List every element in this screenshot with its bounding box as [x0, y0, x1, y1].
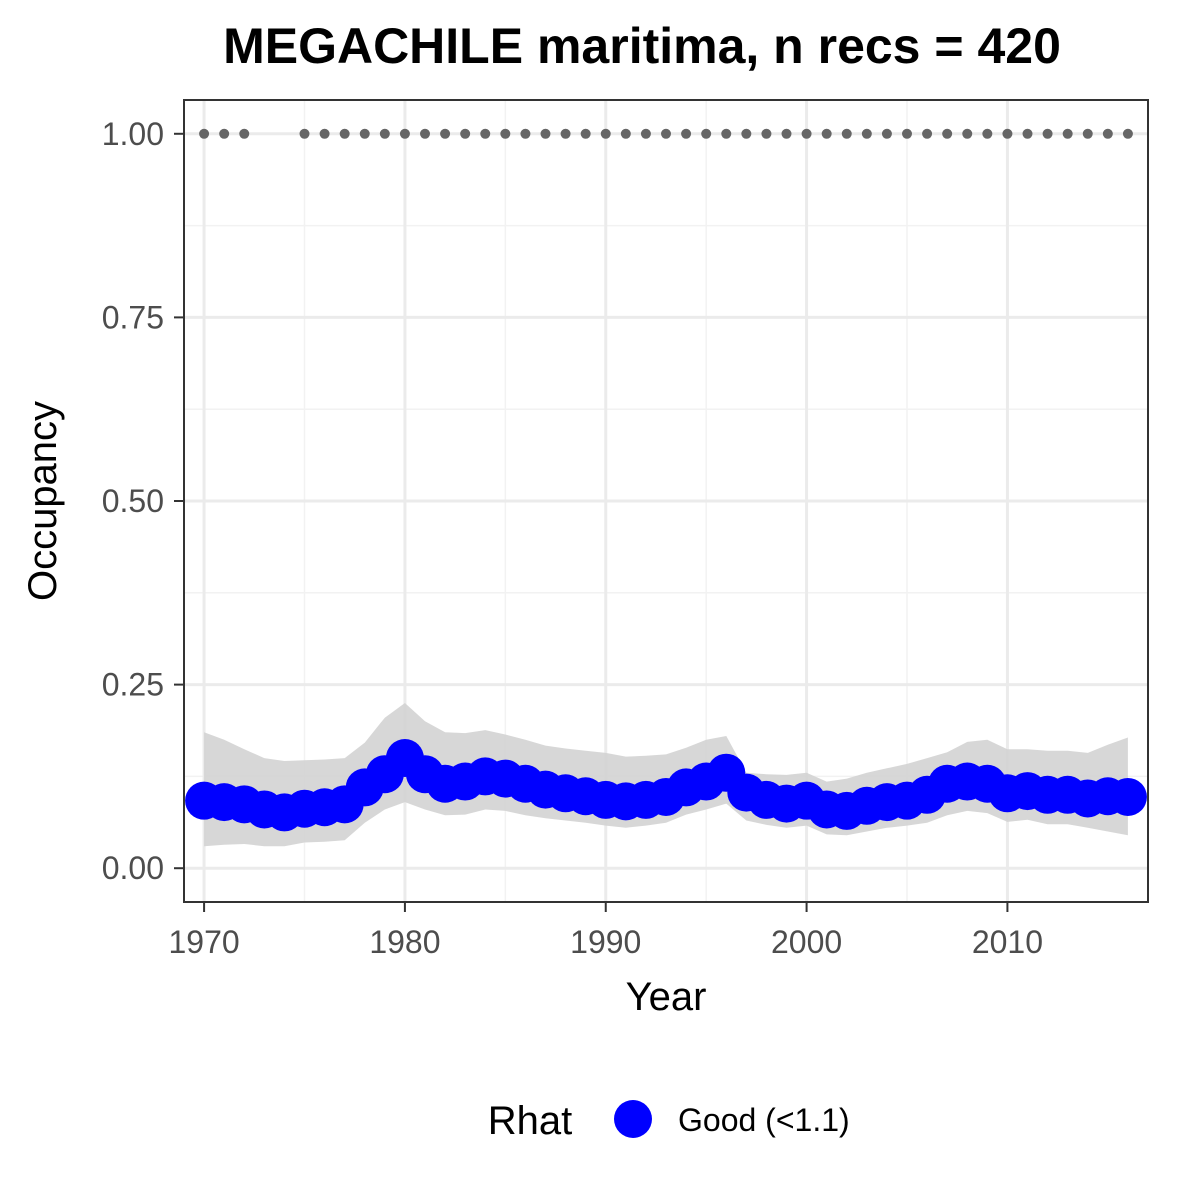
record-dot: [1042, 128, 1053, 139]
record-dot: [399, 128, 410, 139]
record-year-dots: [199, 128, 1133, 139]
legend-title: Rhat: [488, 1099, 573, 1143]
record-dot: [440, 128, 451, 139]
record-dot: [761, 128, 772, 139]
record-dot: [379, 128, 390, 139]
record-dot: [420, 128, 430, 139]
record-dot: [801, 128, 812, 139]
record-dot: [902, 128, 912, 139]
record-dot: [239, 128, 250, 139]
record-dot: [982, 128, 993, 139]
record-dot: [922, 128, 933, 139]
record-dot: [219, 128, 230, 139]
record-dot: [1062, 128, 1073, 139]
record-dot: [821, 128, 832, 139]
x-axis-ticks: 1970 1980 1990 2000 2010: [168, 902, 1043, 960]
data-point: [1108, 777, 1147, 816]
occupancy-points: [185, 739, 1147, 832]
x-tick-label: 1970: [168, 924, 239, 960]
record-dot: [721, 128, 732, 139]
record-dot: [199, 128, 210, 139]
legend: Rhat Good (<1.1): [488, 1099, 850, 1143]
record-dot: [781, 128, 792, 139]
record-dot: [359, 128, 370, 139]
record-dot: [480, 128, 491, 139]
record-dot: [841, 128, 852, 139]
record-dot: [540, 128, 551, 139]
legend-label-good: Good (<1.1): [678, 1102, 850, 1138]
record-dot: [962, 128, 973, 139]
legend-swatch-good: [614, 1100, 652, 1138]
record-dot: [640, 128, 651, 139]
x-tick-label: 2000: [771, 924, 842, 960]
record-dot: [701, 128, 712, 139]
record-dot: [1102, 128, 1113, 139]
chart-title: MEGACHILE maritima, n recs = 420: [223, 18, 1061, 74]
record-dot: [580, 128, 591, 139]
record-dot: [620, 128, 631, 139]
record-dot: [942, 128, 953, 139]
record-dot: [1122, 128, 1133, 139]
record-dot: [319, 128, 330, 139]
y-tick-label: 1.00: [102, 116, 164, 152]
x-tick-label: 2010: [972, 924, 1043, 960]
record-dot: [681, 128, 692, 139]
record-dot: [339, 128, 350, 139]
y-axis-title: Occupancy: [21, 401, 65, 601]
record-dot: [600, 128, 611, 139]
record-dot: [1082, 128, 1093, 139]
record-dot: [1002, 128, 1013, 139]
y-tick-label: 0.25: [102, 667, 164, 703]
x-axis-title: Year: [626, 975, 707, 1019]
y-tick-label: 0.75: [102, 299, 164, 335]
y-tick-label: 0.00: [102, 850, 164, 886]
record-dot: [661, 128, 671, 139]
y-axis-ticks: 0.00 0.25 0.50 0.75 1.00: [102, 116, 184, 886]
x-tick-label: 1990: [570, 924, 641, 960]
record-dot: [560, 128, 571, 139]
record-dot: [460, 128, 471, 139]
record-dot: [861, 128, 872, 139]
record-dot: [520, 128, 531, 139]
y-tick-label: 0.50: [102, 483, 164, 519]
record-dot: [1022, 128, 1033, 139]
record-dot: [500, 128, 511, 139]
record-dot: [881, 128, 892, 139]
record-dot: [299, 128, 310, 139]
record-dot: [741, 128, 752, 139]
x-tick-label: 1980: [369, 924, 440, 960]
